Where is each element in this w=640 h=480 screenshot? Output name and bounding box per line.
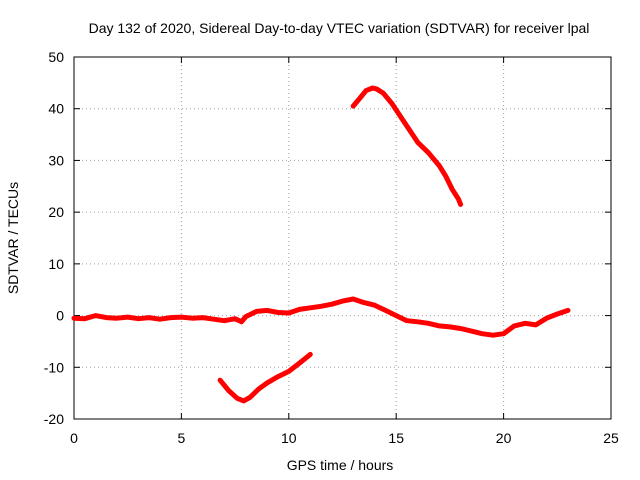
data-point <box>407 127 412 132</box>
y-tick-label: 30 <box>48 152 64 168</box>
data-point <box>426 321 431 326</box>
data-point <box>415 140 420 145</box>
y-tick-label: 50 <box>48 49 64 65</box>
data-point <box>398 114 403 119</box>
data-point <box>415 319 420 324</box>
data-point <box>329 302 334 307</box>
data-point <box>383 308 388 313</box>
y-tick-label: -20 <box>44 411 64 427</box>
data-point <box>226 388 231 393</box>
data-point <box>458 326 463 331</box>
data-point <box>276 374 281 379</box>
data-point <box>190 316 195 321</box>
y-tick-label: -10 <box>44 359 64 375</box>
chart-title: Day 132 of 2020, Sidereal Day-to-day VTE… <box>89 20 590 36</box>
x-axis-label: GPS time / hours <box>287 457 394 473</box>
data-point <box>104 315 109 320</box>
data-point <box>265 308 270 313</box>
data-point <box>501 331 506 336</box>
data-point <box>437 163 442 168</box>
data-point <box>372 303 377 308</box>
data-point <box>265 380 270 385</box>
series-line-segment-3 <box>350 85 464 207</box>
data-point <box>469 329 474 334</box>
data-point <box>357 96 362 101</box>
data-point <box>82 316 87 321</box>
data-point <box>286 369 291 374</box>
data-point <box>443 173 448 178</box>
data-point <box>286 311 291 315</box>
data-point <box>404 318 409 323</box>
data-point <box>200 315 205 320</box>
data-point <box>370 86 375 90</box>
data-point <box>480 331 485 336</box>
data-point <box>351 297 356 301</box>
data-point <box>179 315 184 320</box>
data-point <box>72 316 76 321</box>
data-point <box>239 319 244 324</box>
x-tick-label: 5 <box>178 430 186 446</box>
data-point <box>115 316 119 321</box>
data-point <box>351 104 356 109</box>
data-point <box>168 315 173 320</box>
grid <box>74 57 611 419</box>
x-tick-label: 10 <box>281 430 297 446</box>
data-point <box>523 321 528 326</box>
x-tick-label: 15 <box>388 430 404 446</box>
data-point <box>136 316 141 321</box>
data-point <box>364 88 369 93</box>
plot-frame <box>73 56 612 420</box>
data-point <box>248 395 253 400</box>
data-point <box>381 91 386 96</box>
y-tick-label: 20 <box>48 204 64 220</box>
data-point <box>241 398 246 403</box>
data-point <box>389 101 394 106</box>
data-point <box>447 324 452 329</box>
data-point <box>340 299 345 304</box>
data-point <box>297 361 302 366</box>
data-point <box>374 87 379 92</box>
data-point <box>157 317 162 322</box>
data-point <box>308 305 313 310</box>
data-point <box>254 309 259 314</box>
data-point <box>297 307 302 312</box>
y-tick-label: 10 <box>48 256 64 272</box>
data-point <box>544 316 549 321</box>
data-point <box>235 396 240 401</box>
data-point <box>437 323 442 328</box>
x-tick-label: 0 <box>70 430 78 446</box>
data-point <box>533 322 538 327</box>
data-point <box>456 197 461 202</box>
data-point <box>243 314 248 319</box>
data-point <box>222 318 227 323</box>
data-point <box>276 310 281 315</box>
data-point <box>233 316 238 321</box>
data-point <box>218 378 223 383</box>
data-point <box>555 312 560 316</box>
data-point <box>362 300 366 305</box>
data-point <box>256 387 261 391</box>
data-point <box>147 315 152 320</box>
data-point <box>490 333 495 338</box>
data-point <box>426 150 431 155</box>
series-layer <box>71 85 571 404</box>
y-tick-label: 0 <box>56 308 64 324</box>
data-point <box>211 317 216 322</box>
data-point <box>308 352 313 357</box>
data-point <box>566 308 570 313</box>
x-tick-label: 25 <box>603 430 619 446</box>
data-point <box>93 313 98 318</box>
x-tick-label: 20 <box>496 430 512 446</box>
data-point <box>394 313 399 318</box>
data-point <box>458 202 463 207</box>
y-tick-label: 40 <box>48 101 64 117</box>
y-axis-label: SDTVAR / TECUs <box>5 182 21 294</box>
ticks: 0 5 10 15 20 25 -20 -10 0 10 20 30 40 50 <box>44 49 619 446</box>
data-point <box>319 304 323 309</box>
data-point <box>450 186 454 191</box>
data-point <box>512 323 517 328</box>
data-point <box>125 315 130 320</box>
